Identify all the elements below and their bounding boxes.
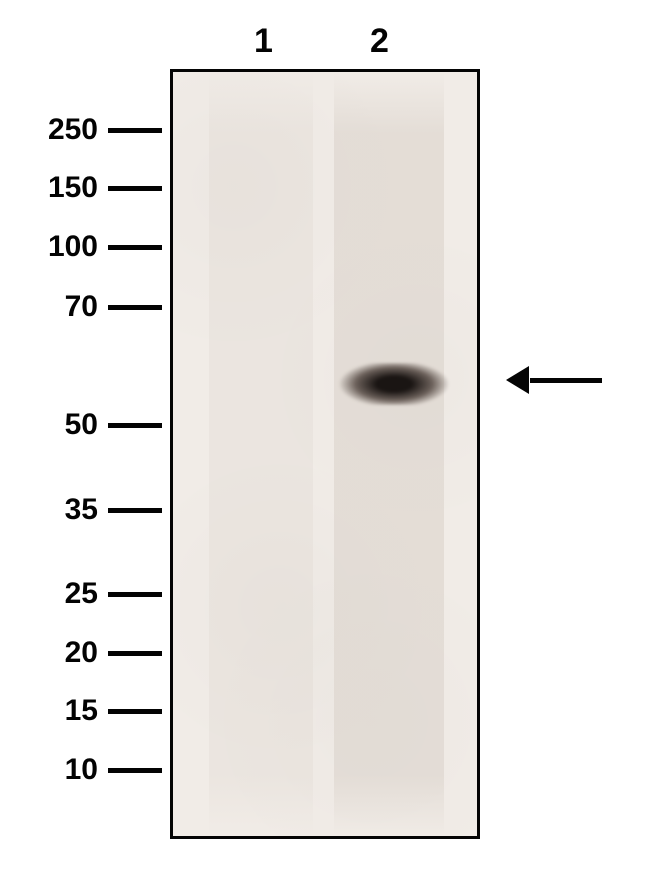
lane-2-band-58kda — [331, 363, 457, 405]
band-arrow-head — [506, 366, 529, 394]
mw-label-15: 15 — [65, 694, 98, 728]
mw-tick-35 — [108, 508, 162, 513]
mw-label-20: 20 — [65, 636, 98, 670]
lane-1-smear — [209, 72, 312, 836]
mw-tick-25 — [108, 592, 162, 597]
lane-header-2: 2 — [370, 22, 389, 61]
lane-2-smear — [334, 72, 443, 836]
mw-label-100: 100 — [48, 230, 98, 264]
figure-root: 1 2 250 150 100 70 50 35 25 20 15 10 — [0, 0, 650, 870]
mw-label-35: 35 — [65, 493, 98, 527]
mw-label-25: 25 — [65, 577, 98, 611]
mw-tick-100 — [108, 245, 162, 250]
lane-header-1: 1 — [254, 22, 273, 61]
mw-tick-20 — [108, 651, 162, 656]
mw-label-150: 150 — [48, 171, 98, 205]
mw-tick-250 — [108, 128, 162, 133]
mw-tick-10 — [108, 768, 162, 773]
mw-label-70: 70 — [65, 290, 98, 324]
blot-membrane — [170, 69, 480, 839]
mw-tick-50 — [108, 423, 162, 428]
mw-tick-70 — [108, 305, 162, 310]
mw-label-10: 10 — [65, 753, 98, 787]
band-arrow-shaft — [530, 378, 602, 383]
mw-label-250: 250 — [48, 113, 98, 147]
mw-label-50: 50 — [65, 408, 98, 442]
mw-tick-150 — [108, 186, 162, 191]
mw-tick-15 — [108, 709, 162, 714]
